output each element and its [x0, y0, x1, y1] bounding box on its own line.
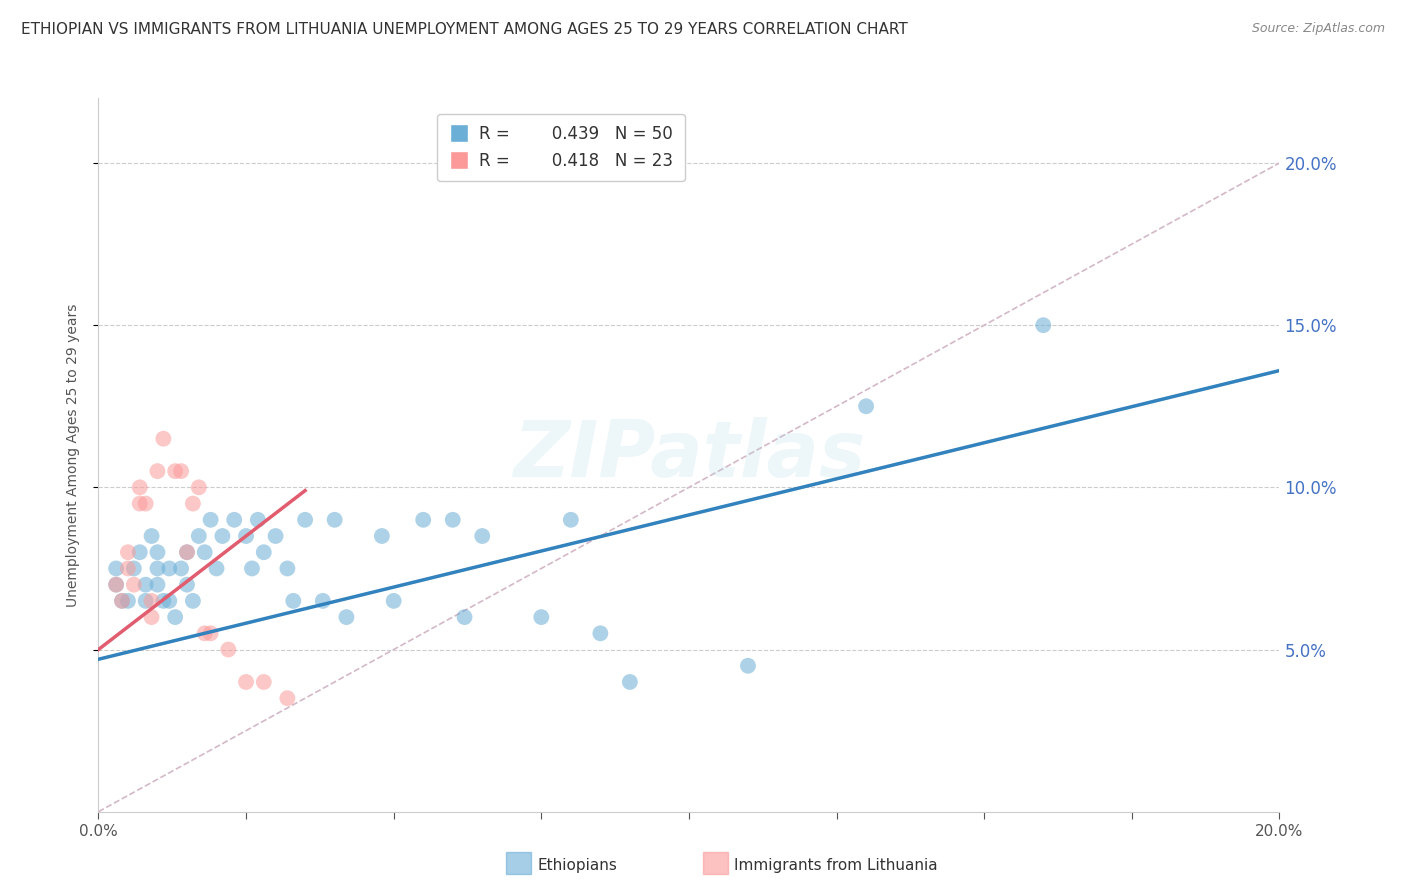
Text: ETHIOPIAN VS IMMIGRANTS FROM LITHUANIA UNEMPLOYMENT AMONG AGES 25 TO 29 YEARS CO: ETHIOPIAN VS IMMIGRANTS FROM LITHUANIA U…: [21, 22, 908, 37]
Point: [105, 561, 128, 575]
Point: [141, 610, 163, 624]
Point: [117, 545, 139, 559]
Point: [253, 675, 276, 690]
Point: [152, 432, 174, 446]
Point: [117, 561, 139, 575]
Text: ZIPatlas: ZIPatlas: [513, 417, 865, 493]
Point: [128, 497, 150, 511]
Point: [194, 545, 217, 559]
Point: [157, 561, 180, 575]
Point: [855, 399, 877, 413]
Point: [294, 513, 316, 527]
Point: [165, 464, 187, 478]
Point: [211, 529, 233, 543]
Point: [276, 691, 298, 706]
Point: [276, 561, 298, 575]
Point: [146, 561, 169, 575]
Point: [619, 675, 641, 690]
Point: [335, 610, 357, 624]
Point: [187, 529, 209, 543]
Point: [453, 610, 475, 624]
Point: [589, 626, 612, 640]
Point: [170, 464, 193, 478]
Point: [235, 675, 257, 690]
Text: Ethiopians: Ethiopians: [537, 858, 617, 872]
Y-axis label: Unemployment Among Ages 25 to 29 years: Unemployment Among Ages 25 to 29 years: [66, 303, 80, 607]
Point: [176, 545, 198, 559]
Point: [200, 513, 222, 527]
Point: [141, 594, 163, 608]
Point: [135, 497, 157, 511]
Point: [323, 513, 346, 527]
Point: [382, 594, 405, 608]
Point: [240, 561, 263, 575]
Text: Source: ZipAtlas.com: Source: ZipAtlas.com: [1251, 22, 1385, 36]
Point: [200, 626, 222, 640]
Point: [283, 594, 305, 608]
Point: [471, 529, 494, 543]
Point: [560, 513, 582, 527]
Point: [170, 561, 193, 575]
Point: [246, 513, 269, 527]
Point: [441, 513, 464, 527]
Point: [122, 577, 145, 591]
Point: [105, 577, 128, 591]
Point: [105, 577, 128, 591]
Text: Immigrants from Lithuania: Immigrants from Lithuania: [734, 858, 938, 872]
Legend: R =        0.439   N = 50, R =        0.418   N = 23: R = 0.439 N = 50, R = 0.418 N = 23: [437, 113, 685, 181]
Point: [371, 529, 394, 543]
Point: [128, 480, 150, 494]
Point: [205, 561, 228, 575]
Point: [165, 610, 187, 624]
Point: [176, 545, 198, 559]
Point: [146, 464, 169, 478]
Point: [412, 513, 434, 527]
Point: [235, 529, 257, 543]
Point: [176, 577, 198, 591]
Point: [737, 658, 759, 673]
Point: [194, 626, 217, 640]
Point: [187, 480, 209, 494]
Point: [135, 594, 157, 608]
Point: [117, 594, 139, 608]
Point: [217, 642, 239, 657]
Point: [181, 594, 204, 608]
Point: [224, 513, 246, 527]
Point: [264, 529, 287, 543]
Point: [1032, 318, 1054, 333]
Point: [128, 545, 150, 559]
Point: [146, 545, 169, 559]
Point: [253, 545, 276, 559]
Point: [152, 594, 174, 608]
Point: [111, 594, 134, 608]
Point: [181, 497, 204, 511]
Point: [141, 529, 163, 543]
Point: [312, 594, 335, 608]
Point: [146, 577, 169, 591]
Point: [530, 610, 553, 624]
Point: [111, 594, 134, 608]
Point: [135, 577, 157, 591]
Point: [122, 561, 145, 575]
Point: [157, 594, 180, 608]
